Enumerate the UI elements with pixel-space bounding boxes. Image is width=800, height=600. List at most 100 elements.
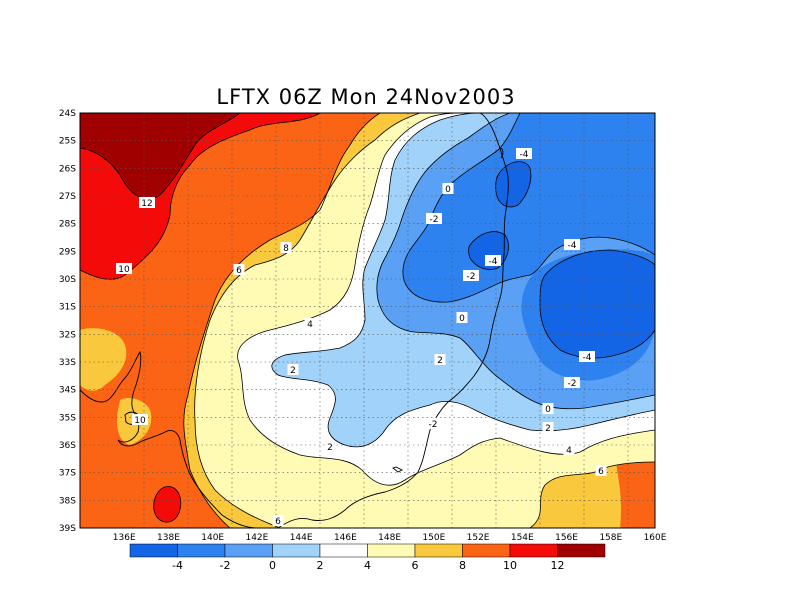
contour-label: -4 [520,150,529,160]
x-tick-label: 140E [201,533,224,543]
colorbar-label: 6 [412,559,419,572]
contour-label: 12 [141,199,152,209]
contour-label-bg [304,318,316,329]
contour-label-bg [426,213,442,224]
y-tick-label: 27S [59,192,76,202]
y-tick-label: 24S [59,109,76,119]
y-axis: 24S 25S 26S 27S 28S 29S 30S 31S 32S 33S 34S 35S 36S 3… [59,109,76,534]
contour-label: 6 [236,266,242,276]
map-title: LFTX 06Z Mon 24Nov2003 [216,85,515,109]
y-tick-label: 26S [59,164,76,174]
x-tick-label: 156E [555,533,578,543]
contour-label: 0 [459,314,465,324]
colorbar-swatch [414,543,463,558]
contour-label: 2 [290,366,296,376]
y-tick-label: 31S [59,303,76,313]
y-tick-label: 35S [59,413,76,423]
colorbar-label: 12 [551,559,565,572]
y-tick-label: 36S [59,441,76,451]
x-tick-label: 136E [113,533,136,543]
contour-label: 8 [283,244,289,254]
colorbar-swatch [509,543,558,558]
contour-label-bg [272,515,284,526]
y-tick-label: 30S [59,275,76,285]
contour-label: 2 [437,356,443,366]
contour-label-bg [139,197,155,208]
x-tick-label: 150E [422,533,445,543]
contour-label-bg [542,403,554,414]
band-neg4-neg2 [402,113,655,303]
contour-label-bg [287,364,299,375]
y-tick-label: 34S [59,386,76,396]
contour-label: 0 [545,405,551,415]
y-tick-label: 38S [59,496,76,506]
colorbar-swatch [224,543,273,558]
contour-label-bg [116,263,132,274]
colorbar-label: -2 [220,559,231,572]
x-tick-label: 158E [599,533,622,543]
band-below-neg4-east [540,250,655,358]
contour-label: -4 [583,353,592,363]
band-6-8-west [80,328,127,391]
contour-label-bg [564,239,580,250]
colorbar-swatch [177,543,226,558]
x-tick-label: 160E [644,533,667,543]
contour-label: 0 [445,185,451,195]
y-tick-label: 32S [59,330,76,340]
band-12-plus [80,113,240,199]
contour-label-bg [442,183,454,194]
x-axis: 136E 138E 140E 142E 144E 146E 148E 150E 152E 154E… [113,533,667,543]
contour-label-bg [595,465,607,476]
colorbar-label: 4 [364,559,371,572]
colorbar-label: 0 [269,559,276,572]
x-tick-label: 146E [334,533,357,543]
plot-frame [79,112,656,529]
colorbar-label: 2 [317,559,324,572]
contour-label-bg [434,354,446,365]
contour-label: -2 [429,420,438,430]
contour-label: 10 [118,265,130,275]
colorbar-swatch [462,543,511,558]
contour-label-bg [563,444,575,455]
contour-label: 10 [134,416,146,426]
band-below-neg4-north [495,161,531,207]
contour-label-bg [280,242,292,253]
colorbar: -4 -2 0 2 4 6 8 10 12 [129,543,606,572]
colorbar-swatch [272,543,321,558]
filled-contours [80,113,655,528]
contour-label: 6 [598,467,604,477]
y-tick-label: 25S [59,137,76,147]
contour-labels: -4 -4 -4 -4 -2 -2 -2 -2 0 0 0 2 2 2 2 4 4 6 6 6 8 10 10 12 [116,148,607,527]
colorbar-swatch [319,543,368,558]
y-tick-label: 33S [59,358,76,368]
contour-label: 4 [566,446,572,456]
contour-label-bg [456,312,468,323]
x-tick-label: 144E [290,533,313,543]
contour-label: -2 [430,215,439,225]
contour-label: 2 [327,443,333,453]
contour-label: 4 [307,320,313,330]
y-tick-label: 28S [59,220,76,230]
x-tick-label: 154E [511,533,534,543]
band-10-12-sw [153,486,181,523]
contour-label-bg [132,414,148,425]
contour-label: -4 [489,257,498,267]
y-tick-label: 37S [59,469,76,479]
contour-label-bg [516,148,532,159]
contour-label: -2 [467,272,476,282]
colorbar-swatch [367,543,416,558]
contour-label-bg [324,441,336,452]
colorbar-swatch [557,543,606,558]
contour-label: 2 [545,424,551,434]
contour-label: 6 [275,517,281,527]
x-tick-label: 138E [157,533,180,543]
colorbar-label: -4 [172,559,183,572]
contour-label-bg [463,270,479,281]
x-tick-label: 142E [245,533,268,543]
contour-label-bg [564,377,580,388]
map-gridlines [80,113,655,528]
contour-label-bg [579,351,595,362]
contour-label-bg [485,255,501,266]
contour-label-bg [233,264,245,275]
